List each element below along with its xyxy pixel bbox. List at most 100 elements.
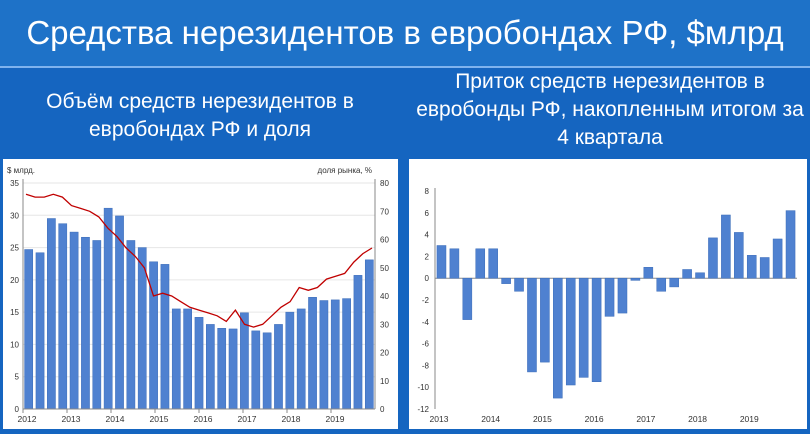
right-chart-bar (721, 214, 731, 279)
right-chart-y-tick-label: -6 (422, 340, 430, 349)
left-chart-x-tick-label: 2015 (150, 414, 169, 424)
right-chart-y-tick-label: -2 (422, 296, 430, 305)
left-chart-bar (274, 324, 283, 410)
left-chart-bar (285, 311, 295, 410)
right-chart-bar (436, 245, 447, 279)
left-chart-bar (262, 332, 272, 410)
left-chart-panel: $ млрд. доля рынка, % 0 5 10 15 20 25 30 35 0 10 20 3… (3, 159, 398, 429)
right-chart-bar (514, 277, 524, 292)
right-chart-x-tick-label: 2016 (585, 414, 604, 424)
right-chart-bar (746, 255, 757, 279)
right-chart-x-tick-label: 2018 (688, 414, 707, 424)
left-chart-x-tick-label: 2018 (282, 414, 301, 424)
right-chart-bar (449, 248, 460, 279)
left-chart-x-tick-label: 2014 (106, 414, 125, 424)
right-chart-x-tick-label: 2014 (481, 414, 500, 424)
left-chart-subtitle: Объём средств нерезидентов в евробондах … (46, 90, 354, 141)
left-chart: $ млрд. доля рынка, % 0 5 10 15 20 25 30 35 0 10 20 3… (7, 166, 389, 424)
right-chart-bar (669, 277, 679, 288)
left-chart-bar (330, 299, 340, 410)
left-chart-bar (35, 252, 45, 410)
left-chart-bar (103, 207, 113, 410)
right-chart-x-tick-label: 2017 (636, 414, 655, 424)
right-chart-bar (643, 267, 654, 279)
right-chart-bar (785, 210, 796, 279)
left-chart-x-tick-label: 2012 (18, 414, 37, 424)
right-chart-x-tick-label: 2013 (430, 414, 449, 424)
right-chart-y-tick-label: 6 (425, 209, 430, 218)
left-chart-x-tick-label: 2016 (194, 414, 213, 424)
left-chart-bar (342, 298, 351, 410)
left-chart-bar (251, 330, 261, 410)
left-chart-y2-tick-label: 10 (380, 377, 389, 386)
left-chart-share-line (25, 193, 373, 328)
right-chart-x-tick-label: 2019 (740, 414, 759, 424)
right-chart-bar (682, 269, 692, 279)
right-chart-bar (772, 238, 783, 279)
right-chart-bar (734, 232, 744, 279)
left-chart-bar (92, 240, 102, 410)
right-chart-bar (527, 277, 537, 373)
right-chart-bar (488, 248, 498, 279)
left-chart-bar (319, 300, 329, 410)
left-chart-y-tick-label: 0 (15, 405, 20, 414)
right-chart-subtitle: Приток средств нерезидентов в евробонды … (416, 70, 804, 149)
header-divider (0, 66, 810, 68)
right-chart-x-tick-label: 2015 (533, 414, 552, 424)
left-chart-bar (183, 308, 192, 410)
right-chart-bar (475, 248, 486, 279)
left-chart-bar (115, 215, 124, 410)
left-chart-bar (217, 328, 227, 410)
right-chart-bar (591, 277, 602, 382)
left-chart-y-tick-label: 15 (10, 308, 19, 317)
left-chart-y2-tick-label: 80 (380, 179, 389, 188)
left-chart-bar (126, 240, 136, 410)
left-chart-y-tick-label: 5 (15, 373, 20, 382)
right-chart-y-tick-label: 4 (425, 231, 430, 240)
left-chart-x-tick-label: 2017 (238, 414, 257, 424)
left-chart-x-tick-label: 2013 (62, 414, 81, 424)
title-bar: Средства нерезидентов в евробондах РФ, $… (0, 0, 810, 66)
left-chart-x-tick-label: 2019 (326, 414, 345, 424)
right-chart-bar (695, 272, 705, 279)
right-chart-y-tick-label: -4 (422, 318, 430, 327)
left-chart-bar (24, 249, 34, 410)
left-chart-bar (194, 317, 204, 410)
left-chart-y2-tick-label: 0 (380, 405, 385, 414)
left-chart-bar (296, 308, 306, 410)
left-chart-bar (228, 328, 238, 410)
left-chart-y-axis-label: $ млрд. (7, 166, 35, 175)
left-chart-y2-tick-label: 40 (380, 292, 389, 301)
left-chart-y-tick-label: 20 (10, 276, 19, 285)
left-chart-y2-tick-label: 20 (380, 349, 389, 358)
left-chart-bar (47, 218, 56, 410)
left-chart-bar (69, 231, 79, 410)
left-chart-y-tick-label: 30 (10, 211, 19, 220)
left-chart-bar (81, 236, 90, 410)
right-chart-bar (578, 277, 589, 378)
right-chart-y-tick-label: 2 (425, 252, 430, 261)
right-chart-y-tick-label: -8 (422, 361, 430, 370)
right-chart-bar (656, 277, 667, 292)
left-chart-y2-axis-label: доля рынка, % (318, 166, 372, 175)
right-chart-bar (540, 277, 550, 363)
right-chart-bar (553, 277, 563, 399)
left-chart-bar (364, 259, 374, 410)
right-chart-bar (708, 237, 718, 279)
left-chart-y2-tick-label: 30 (380, 320, 389, 329)
left-chart-y2-tick-label: 70 (380, 207, 389, 216)
right-chart-bar (617, 277, 628, 314)
left-chart-y-tick-label: 35 (10, 179, 19, 188)
page-title: Средства нерезидентов в евробондах РФ, $… (26, 14, 784, 51)
left-chart-bar (308, 297, 317, 410)
left-chart-y-tick-label: 25 (10, 244, 19, 253)
right-chart-y-tick-label: 8 (425, 187, 430, 196)
left-chart-y2-tick-label: 50 (380, 264, 389, 273)
right-chart-y-tick-label: 0 (425, 274, 430, 283)
left-chart-bar (160, 264, 170, 410)
right-chart-bar (604, 277, 615, 317)
left-chart-bar (149, 261, 158, 410)
left-chart-bar (171, 308, 181, 410)
right-chart-bar (501, 277, 511, 284)
